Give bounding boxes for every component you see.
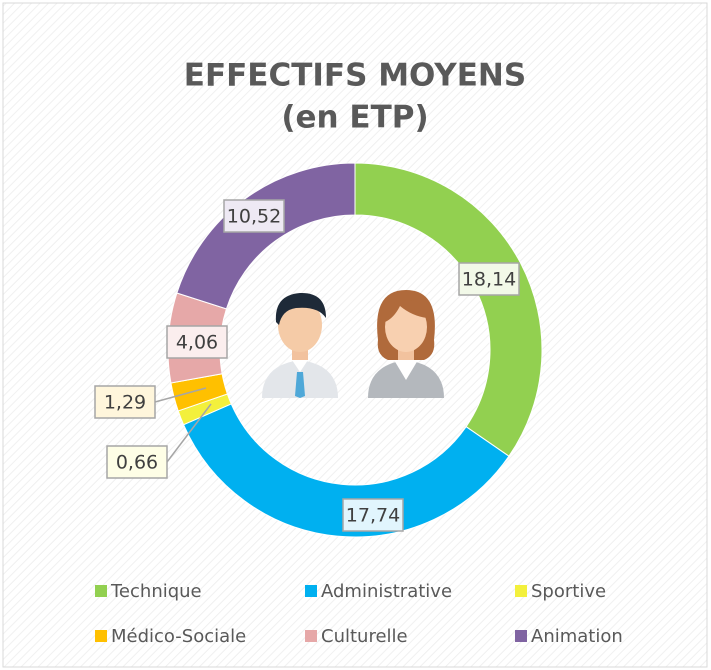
legend-swatch [305, 585, 317, 597]
data-labels: 18,14 17,74 0,66 1,29 4,06 10,52 [94, 199, 520, 532]
donut-segment [182, 403, 510, 538]
legend-swatch [515, 630, 527, 642]
leader-line [154, 387, 207, 403]
legend-swatch [95, 630, 107, 642]
label-box [223, 199, 285, 233]
data-label: 10,52 [227, 206, 281, 228]
legend-swatch [305, 630, 317, 642]
label-box [458, 262, 520, 296]
donut-segment [354, 162, 543, 457]
data-label: 17,74 [346, 505, 400, 527]
label-box [106, 445, 168, 479]
legend-label: Culturelle [321, 626, 408, 647]
label-box [166, 325, 228, 359]
legend-label: Sportive [531, 581, 606, 602]
donut [167, 162, 543, 538]
label-box [342, 498, 404, 532]
people-icon [262, 290, 444, 398]
data-label: 18,14 [462, 269, 516, 291]
legend-label: Médico-Sociale [111, 626, 246, 647]
legend: Technique Administrative Sportive Médico-So… [95, 581, 623, 647]
legend-swatch [515, 585, 527, 597]
data-label: 1,29 [104, 392, 146, 414]
legend-label: Animation [531, 626, 623, 647]
leader-line [166, 403, 212, 463]
chart-subtitle: (en ETP) [281, 100, 428, 136]
legend-label: Administrative [321, 581, 452, 602]
data-label: 0,66 [116, 452, 158, 474]
legend-swatch [95, 585, 107, 597]
data-label: 4,06 [176, 332, 218, 354]
chart-title: EFFECTIFS MOYENS [184, 58, 526, 94]
label-box [94, 385, 156, 419]
legend-label: Technique [110, 581, 202, 602]
donut-segment [176, 162, 356, 310]
